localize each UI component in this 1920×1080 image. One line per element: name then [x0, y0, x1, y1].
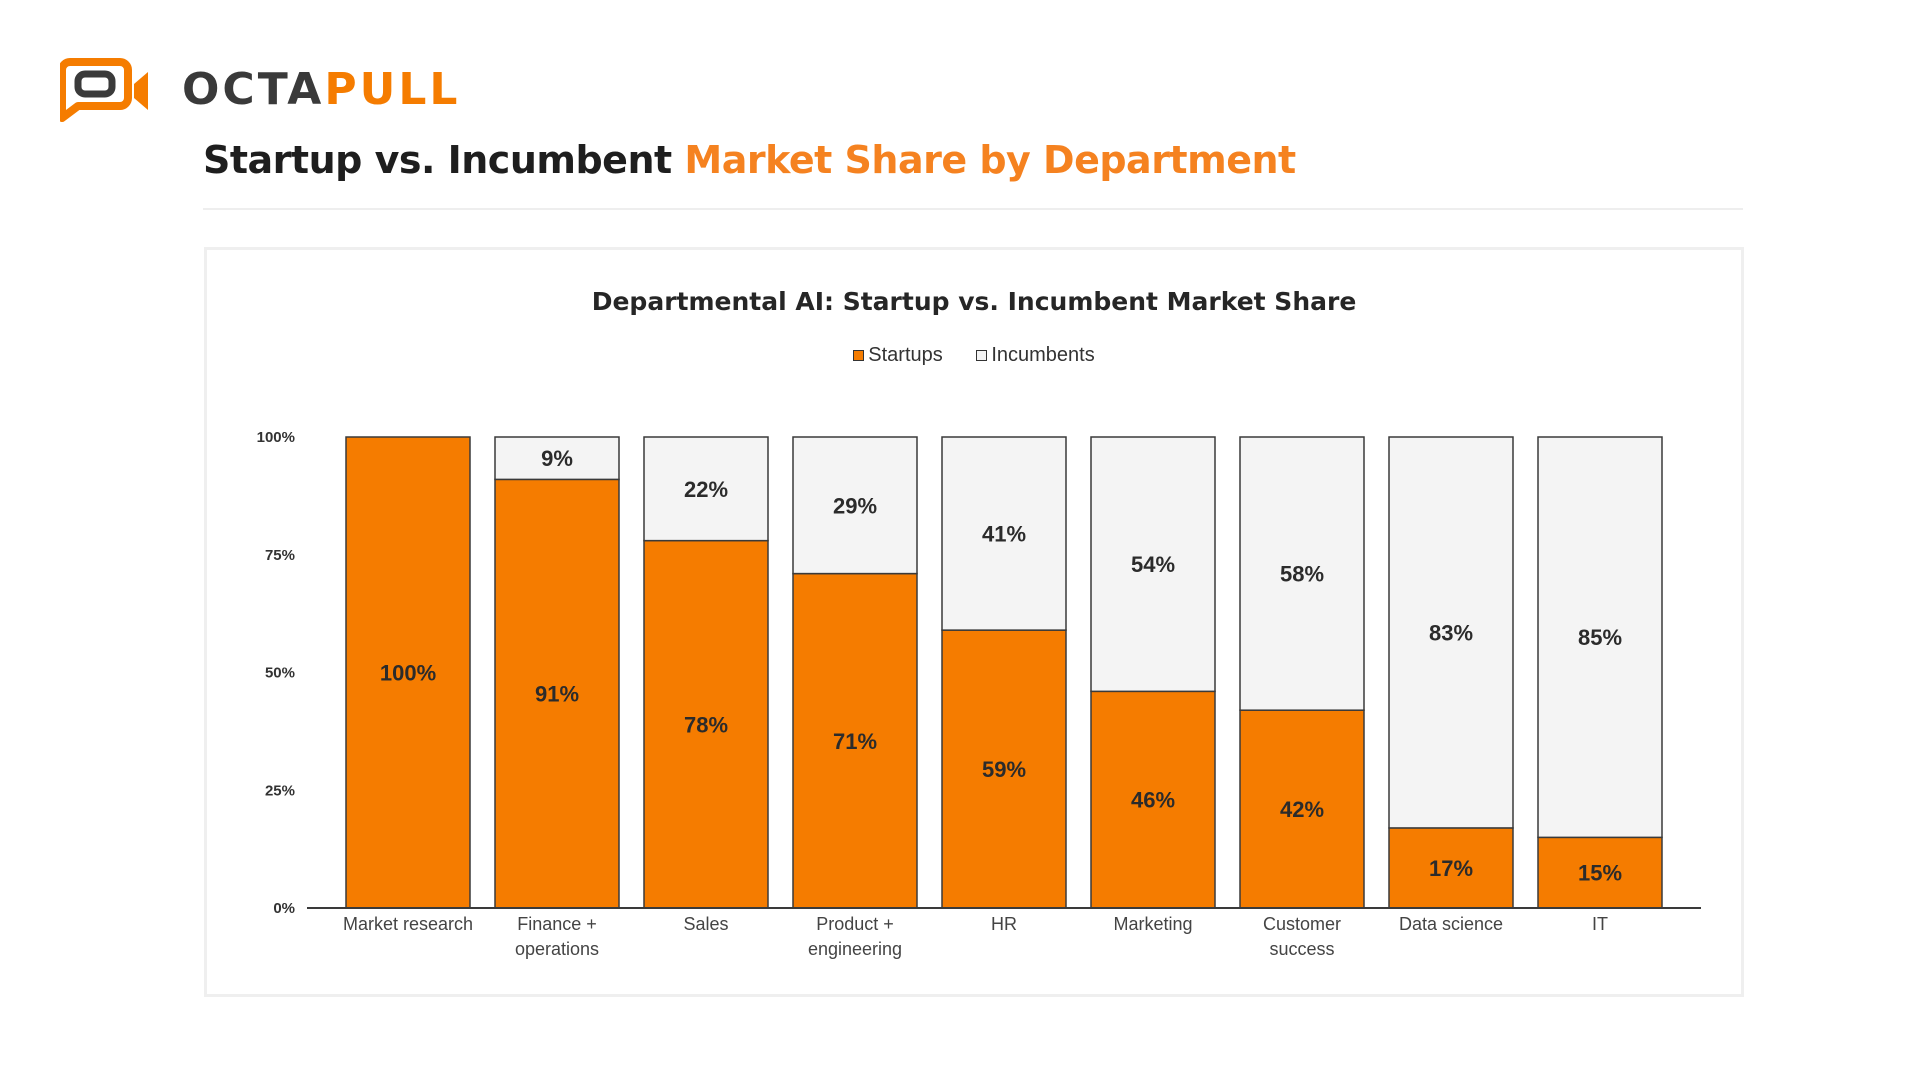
- bar-incumbents: [1239, 436, 1365, 711]
- page-title: Startup vs. Incumbent Market Share by De…: [203, 138, 1296, 182]
- data-label: 42%: [1280, 797, 1324, 822]
- x-tick-label: Product +: [816, 914, 894, 934]
- brand-name-accent: PULL: [324, 64, 461, 115]
- page-title-accent: Market Share by Department: [684, 138, 1296, 182]
- bar-incumbents: [1537, 436, 1663, 839]
- data-label: 54%: [1131, 552, 1175, 577]
- x-tick-label: engineering: [808, 939, 902, 959]
- stacked-bar-chart: 0% 25% 50% 75% 100% 100% Market research 91% 9% F…: [257, 429, 1701, 959]
- data-label: 58%: [1280, 562, 1324, 587]
- bar-startups: [643, 539, 769, 909]
- x-tick-label: Finance +: [517, 914, 597, 934]
- x-tick-label: Sales: [683, 914, 728, 934]
- legend-item-startups: Startups: [853, 344, 943, 367]
- bar-startups: [792, 572, 918, 909]
- x-tick-label: operations: [515, 939, 599, 959]
- x-tick-label: Data science: [1399, 914, 1503, 934]
- bar-startups: [1090, 690, 1216, 909]
- x-tick-label: Marketing: [1113, 914, 1192, 934]
- data-label: 83%: [1429, 620, 1473, 645]
- chart-legend: Startups Incumbents: [207, 344, 1741, 367]
- data-label: 22%: [684, 477, 728, 502]
- bar-incumbents: [1090, 436, 1216, 693]
- y-tick-label: 50%: [265, 665, 295, 682]
- x-tick-label: IT: [1592, 914, 1608, 934]
- bar-startups: [941, 629, 1067, 909]
- bar-incumbents: [494, 436, 620, 481]
- data-label: 9%: [541, 446, 573, 471]
- legend-swatch-startups: [853, 350, 865, 361]
- bar-incumbents: [941, 436, 1067, 631]
- data-label: 15%: [1578, 861, 1622, 886]
- bar-incumbents: [792, 436, 918, 575]
- data-label: 78%: [684, 712, 728, 737]
- bar-startups: [1537, 836, 1663, 909]
- x-tick-label: success: [1269, 939, 1334, 959]
- legend-swatch-incumbents: [976, 350, 988, 361]
- brand-wordmark: OCTAPULL: [182, 58, 460, 122]
- bar-incumbents: [643, 436, 769, 542]
- data-label: 46%: [1131, 788, 1175, 813]
- data-label: 41%: [982, 522, 1026, 547]
- data-label: 85%: [1578, 625, 1622, 650]
- data-label: 91%: [535, 682, 579, 707]
- data-label: 29%: [833, 493, 877, 518]
- chart-title: Departmental AI: Startup vs. Incumbent M…: [591, 287, 1357, 316]
- y-tick-label: 25%: [265, 782, 295, 799]
- x-tick-label: Market research: [343, 914, 473, 934]
- data-label: 71%: [833, 729, 877, 754]
- bar-incumbents: [1388, 436, 1514, 829]
- data-label: 100%: [380, 661, 436, 686]
- legend-item-incumbents: Incumbents: [976, 344, 1095, 367]
- camera-logo-icon: [58, 58, 154, 122]
- brand-logo: OCTAPULL: [58, 58, 460, 122]
- chart-card: Departmental AI: Startup vs. Incumbent M…: [204, 247, 1744, 997]
- x-tick-label: Customer: [1263, 914, 1341, 934]
- brand-name-dark: OCTA: [182, 64, 325, 115]
- legend-label-startups: Startups: [868, 344, 943, 366]
- data-label: 59%: [982, 757, 1026, 782]
- x-tick-label: HR: [991, 914, 1017, 934]
- data-label: 17%: [1429, 856, 1473, 881]
- legend-label-incumbents: Incumbents: [991, 344, 1095, 366]
- y-tick-label: 100%: [257, 429, 295, 446]
- y-tick-label: 0%: [273, 900, 295, 917]
- y-tick-label: 75%: [265, 547, 295, 564]
- bar-startups: [1239, 709, 1365, 909]
- bar-startups: [494, 478, 620, 909]
- title-divider: [203, 208, 1743, 210]
- page-title-main: Startup vs. Incumbent: [203, 138, 685, 182]
